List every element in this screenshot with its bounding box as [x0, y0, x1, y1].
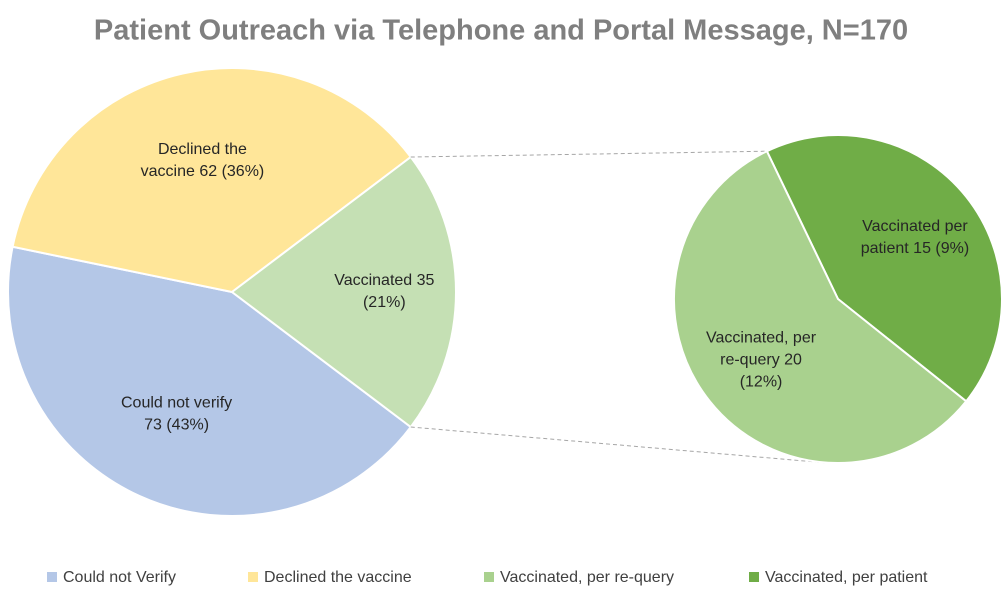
data-label: Could not verify: [121, 395, 232, 412]
data-label: patient 15 (9%): [861, 240, 970, 257]
data-label: vaccine 62 (36%): [141, 163, 265, 180]
legend-label: Could not Verify: [63, 569, 176, 586]
pie-slice: [230, 155, 457, 429]
data-label: Vaccinated per: [862, 218, 968, 235]
data-label: re-query 20: [720, 352, 802, 369]
data-label: Declined the: [158, 141, 247, 158]
data-label: 73 (43%): [144, 417, 209, 434]
data-label: (21%): [363, 294, 406, 311]
legend-swatch: [749, 572, 759, 582]
data-label: (12%): [740, 374, 783, 391]
pie-slice: [11, 67, 413, 294]
connector: [410, 150, 767, 158]
pie-slice: [673, 149, 968, 464]
data-label: Vaccinated, per: [706, 330, 817, 347]
legend-swatch: [47, 572, 57, 582]
pie-slice: [765, 134, 1002, 403]
legend-swatch: [484, 572, 494, 582]
legend-swatch: [248, 572, 258, 582]
legend-label: Vaccinated, per re-query: [500, 569, 674, 586]
pie-slice: [7, 245, 413, 517]
legend-label: Vaccinated, per patient: [765, 569, 928, 586]
chart-title: Patient Outreach via Telephone and Porta…: [94, 15, 908, 47]
legend-label: Declined the vaccine: [264, 569, 412, 586]
data-label: Vaccinated 35: [334, 272, 434, 289]
